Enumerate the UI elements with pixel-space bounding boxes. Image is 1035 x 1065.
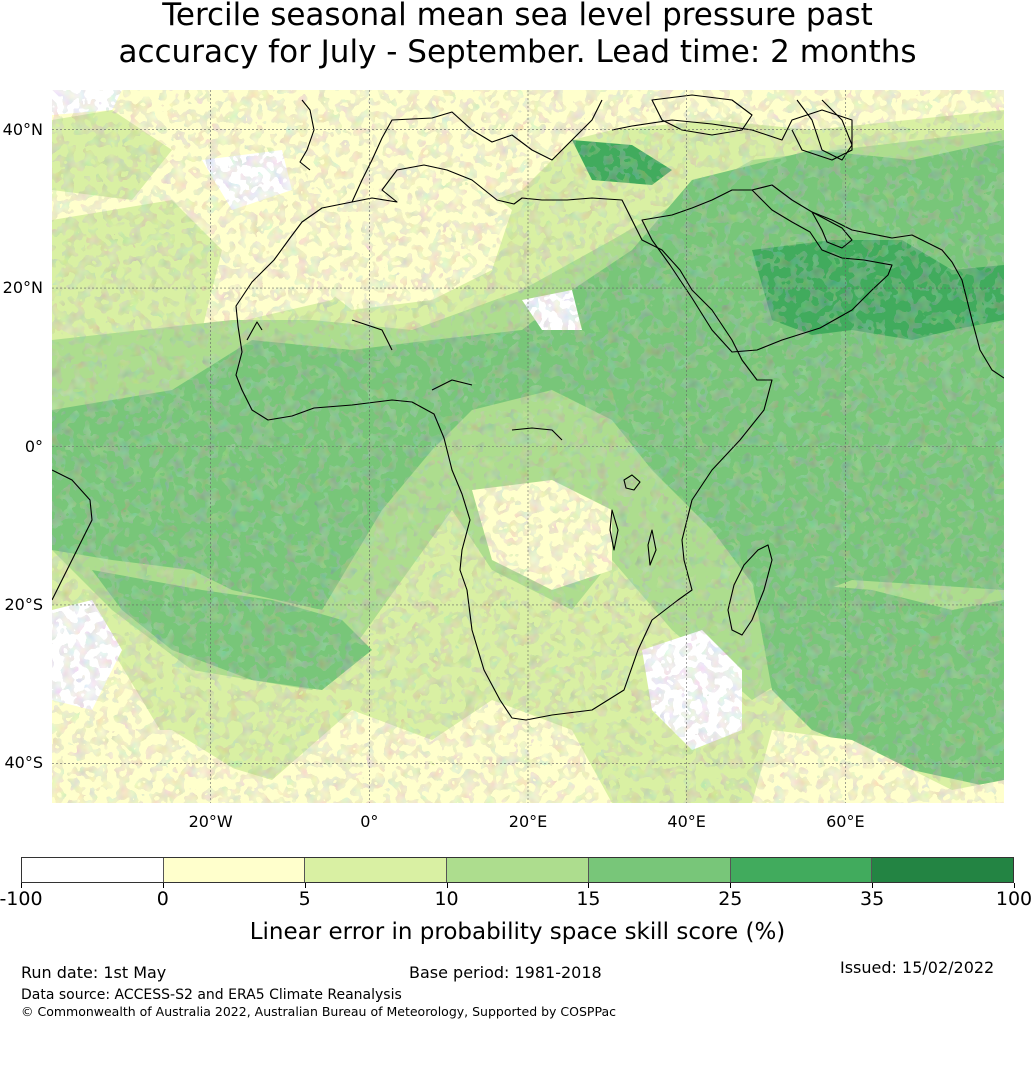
latitude-label: 40°S [4,753,43,773]
colorbar-segment [447,858,589,882]
colorbar-segment [305,858,448,882]
latitude-label: 0° [24,436,43,456]
colorbar-title: Linear error in probability space skill … [249,919,786,945]
latitude-label: 40°N [2,119,43,139]
graticule [52,90,1004,803]
colorbar-tick [588,883,590,888]
colorbar-tick-label: 10 [434,888,459,910]
colorbar-tick [1014,883,1015,888]
colorbar-tick [21,883,22,888]
longitude-label: 0° [360,812,379,831]
run-date: Run date: 1st May [21,963,167,982]
base-period: Base period: 1981-2018 [409,963,602,982]
colorbar-tick [304,883,306,888]
colorbar-tick [872,883,874,888]
colorbar-segment [22,858,164,882]
colorbar-tick [162,883,164,888]
longitude-label: 20°E [508,812,548,831]
colorbar [21,857,1014,883]
issued-date: Issued: 15/02/2022 [840,958,995,977]
colorbar-tick-label: 5 [298,888,311,910]
colorbar-segment [163,858,306,882]
colorbar-segment [588,858,731,882]
data-source: Data source: ACCESS-S2 and ERA5 Climate … [21,987,402,1003]
latitude-label: 20°S [4,594,43,614]
longitude-label: 20°W [188,812,233,831]
colorbar-tick-label: 25 [718,888,743,910]
map-title-line-2: accuracy for July - September. Lead time… [118,34,917,70]
colorbar-segment [872,858,1014,882]
colorbar-tick-label: 15 [576,888,601,910]
copyright: © Commonwealth of Australia 2022, Austra… [21,1004,616,1019]
skill-score-map [52,90,1004,803]
latitude-label: 20°N [2,278,43,298]
colorbar-tick [446,883,448,888]
coastline [52,94,1004,721]
colorbar-tick-label: 100 [995,888,1033,910]
colorbar-tick [730,883,732,888]
longitude-label: 60°E [826,812,865,831]
map-title-line-1: Tercile seasonal mean sea level pressure… [162,0,873,33]
colorbar-tick-label: 0 [156,888,169,910]
colorbar-tick-label: 35 [860,888,885,910]
colorbar-segment [730,858,873,882]
colorbar-tick-label: -100 [0,888,43,910]
longitude-label: 40°E [667,812,706,831]
